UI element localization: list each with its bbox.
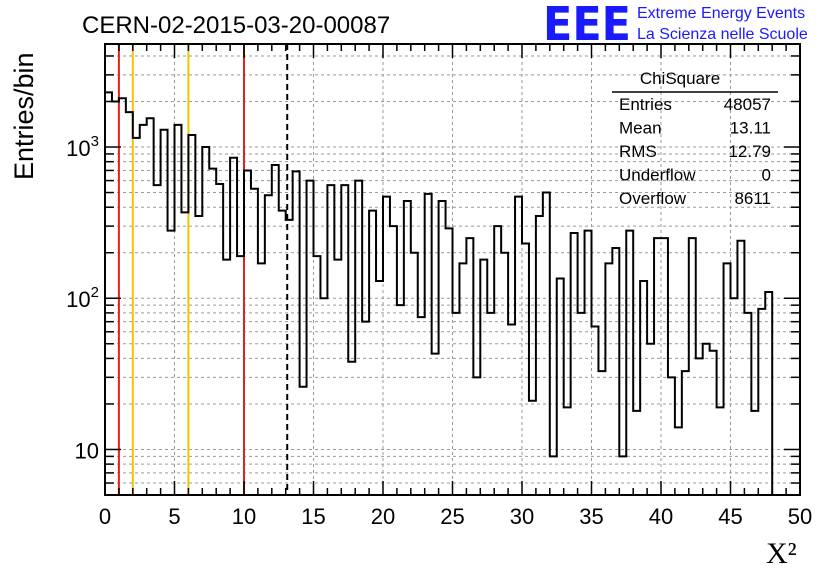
x-tick-label: 50 — [788, 504, 812, 529]
stats-box: ChiSquare Entries 48057 Mean 13.11 RMS 12.79 U… — [612, 69, 778, 208]
x-tick-label: 45 — [718, 504, 742, 529]
y-tick-labels: 10 102 103 — [66, 133, 99, 463]
logo-mark: EEE — [543, 0, 631, 51]
stats-label: Entries — [619, 95, 672, 114]
stats-label: Underflow — [619, 166, 696, 185]
stats-value: 8611 — [734, 189, 771, 208]
x-tick-label: 20 — [371, 504, 395, 529]
logo-line1: Extreme Energy Events — [637, 5, 805, 22]
grid-layer — [105, 44, 800, 496]
x-tick-label: 10 — [232, 504, 256, 529]
x-axis-title: X² — [766, 537, 797, 570]
stats-value: 13.11 — [730, 119, 771, 138]
y-axis-title: Entries/bin — [9, 52, 39, 180]
y-tick-label: 103 — [66, 133, 99, 161]
stats-label: RMS — [619, 142, 657, 161]
stats-label: Overflow — [619, 189, 687, 208]
y-tick-label: 10 — [75, 438, 99, 463]
histogram-outline — [104, 91, 774, 495]
eee-logo: EEE Extreme Energy Events La Scienza nel… — [543, 0, 808, 51]
x-tick-label: 40 — [649, 504, 673, 529]
stats-label: Mean — [619, 119, 662, 138]
stats-value: 48057 — [724, 95, 771, 114]
reference-lines — [117, 44, 289, 495]
logo-line2: La Scienza nelle Scuole — [637, 26, 808, 43]
stats-value: 0 — [762, 166, 771, 185]
x-tick-label: 5 — [168, 504, 180, 529]
x-tick-label: 35 — [579, 504, 603, 529]
stats-title: ChiSquare — [640, 69, 720, 88]
chart-title: CERN-02-2015-03-20-00087 — [82, 12, 390, 39]
x-tick-labels: 0 5 10 15 20 25 30 35 40 45 50 — [99, 504, 812, 529]
x-tick-label: 30 — [510, 504, 534, 529]
axis-ticks — [104, 44, 801, 496]
x-tick-label: 15 — [301, 504, 325, 529]
y-tick-label: 102 — [66, 284, 99, 312]
x-tick-label: 25 — [440, 504, 464, 529]
x-tick-label: 0 — [99, 504, 111, 529]
stats-rows: Entries 48057 Mean 13.11 RMS 12.79 Underflow 0 O… — [619, 95, 771, 208]
stats-value: 12.79 — [728, 142, 771, 161]
